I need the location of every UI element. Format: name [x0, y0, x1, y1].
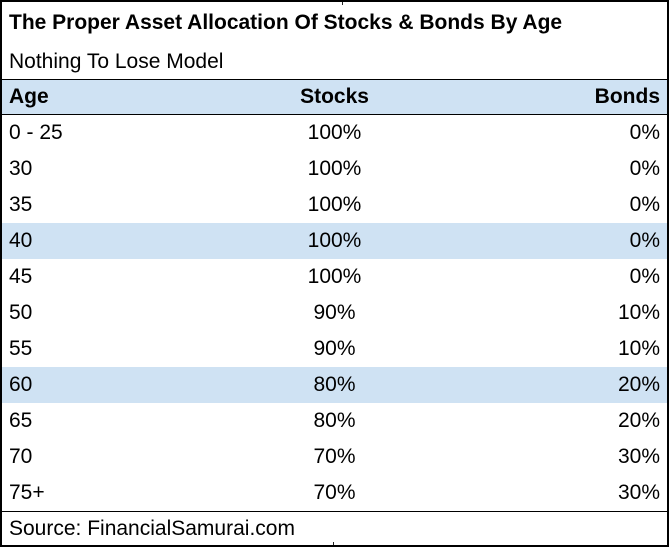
- table-subtitle: Nothing To Lose Model: [9, 49, 224, 73]
- age-cell: 45: [9, 265, 33, 288]
- source-text: Source: FinancialSamurai.com: [2, 511, 667, 545]
- gridline-tick-top: [342, 2, 343, 5]
- age-cell: 60: [9, 373, 33, 396]
- stocks-cell: 100%: [307, 157, 362, 180]
- table-row: 0 - 25 100% 0%: [2, 115, 667, 151]
- age-cell: 55: [9, 337, 33, 360]
- bonds-cell: 10%: [617, 301, 660, 324]
- age-cell: 65: [9, 409, 33, 432]
- table-row: 45 100% 0%: [2, 259, 667, 295]
- table-row: 70 70% 30%: [2, 439, 667, 475]
- bonds-cell: 10%: [617, 337, 660, 360]
- stocks-cell: 100%: [307, 229, 362, 252]
- bonds-cell: 30%: [617, 445, 660, 468]
- table-row: 60 80% 20%: [2, 367, 667, 403]
- bonds-cell: 30%: [617, 481, 660, 504]
- column-header-age: Age: [9, 85, 49, 108]
- bonds-cell: 0%: [629, 229, 660, 252]
- bonds-cell: 0%: [629, 157, 660, 180]
- bonds-cell: 0%: [629, 265, 660, 288]
- table-body: 0 - 25 100% 0% 30 100% 0% 35 100% 0% 40 …: [2, 115, 667, 511]
- table-row: 40 100% 0%: [2, 223, 667, 259]
- table-header-row: Age Stocks Bonds: [2, 79, 667, 115]
- stocks-cell: 80%: [313, 409, 356, 432]
- table-row: 65 80% 20%: [2, 403, 667, 439]
- stocks-cell: 70%: [313, 445, 356, 468]
- table-row: 35 100% 0%: [2, 187, 667, 223]
- age-cell: 70: [9, 445, 33, 468]
- age-cell: 40: [9, 229, 33, 252]
- bonds-cell: 20%: [617, 373, 660, 396]
- stocks-cell: 90%: [313, 301, 356, 324]
- age-cell: 50: [9, 301, 33, 324]
- column-header-bonds: Bonds: [594, 85, 660, 108]
- stocks-cell: 80%: [313, 373, 356, 396]
- stocks-cell: 100%: [307, 121, 362, 144]
- age-cell: 0 - 25: [9, 121, 63, 144]
- age-cell: 75+: [9, 481, 45, 504]
- stocks-cell: 70%: [313, 481, 356, 504]
- table-row: 50 90% 10%: [2, 295, 667, 331]
- table-row: 55 90% 10%: [2, 331, 667, 367]
- bonds-cell: 0%: [629, 193, 660, 216]
- gridline-tick-bottom: [333, 542, 334, 545]
- table-title: The Proper Asset Allocation Of Stocks & …: [9, 11, 563, 34]
- stocks-cell: 90%: [313, 337, 356, 360]
- bonds-cell: 20%: [617, 409, 660, 432]
- age-cell: 35: [9, 193, 33, 216]
- stocks-cell: 100%: [307, 265, 362, 288]
- stocks-cell: 100%: [307, 193, 362, 216]
- table-row: 30 100% 0%: [2, 151, 667, 187]
- age-cell: 30: [9, 157, 33, 180]
- column-header-stocks: Stocks: [300, 85, 369, 108]
- bonds-cell: 0%: [629, 121, 660, 144]
- table-row: 75+ 70% 30%: [2, 475, 667, 511]
